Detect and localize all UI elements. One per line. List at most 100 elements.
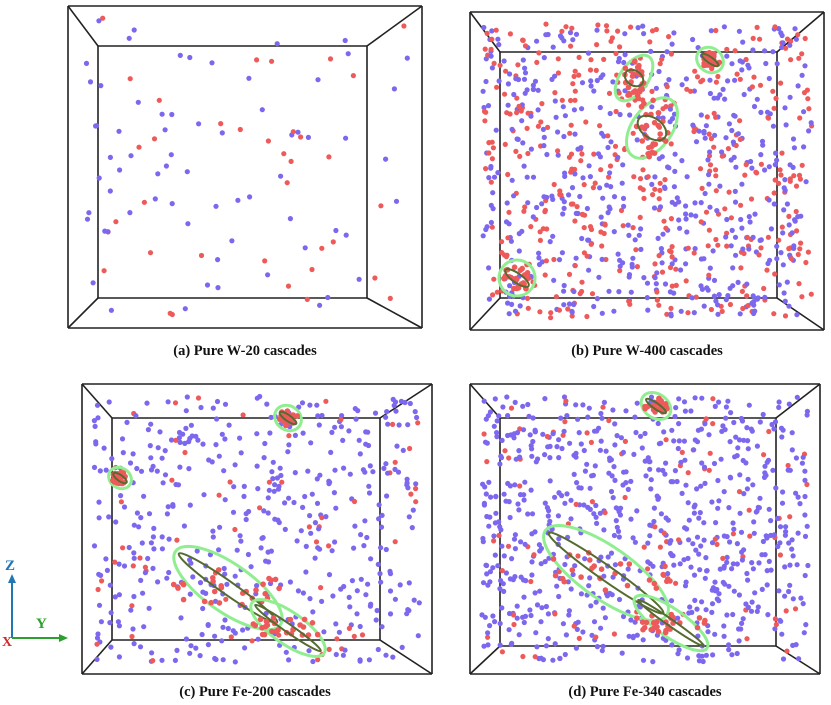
vacancy-point	[222, 617, 228, 623]
vacancy-point	[669, 41, 675, 47]
vacancy-point	[363, 592, 369, 598]
interstitial-point	[730, 531, 736, 537]
defect-points	[83, 15, 410, 318]
vacancy-point	[594, 520, 600, 526]
vacancy-point	[630, 255, 636, 261]
vacancy-point	[566, 612, 572, 618]
vacancy-point	[540, 126, 546, 132]
interstitial-point	[773, 95, 779, 101]
box-edge	[67, 297, 99, 329]
vacancy-point	[668, 550, 674, 557]
vacancy-point	[793, 490, 799, 496]
vacancy-point	[699, 395, 705, 401]
vacancy-point	[134, 510, 140, 516]
dislocation-loop	[639, 391, 673, 421]
vacancy-point	[768, 518, 774, 524]
vacancy-point	[689, 295, 695, 301]
vacancy-point	[285, 449, 291, 455]
vacancy-point	[773, 150, 779, 156]
vacancy-point	[573, 210, 579, 216]
vacancy-point	[162, 472, 169, 478]
vacancy-point	[535, 87, 541, 93]
vacancy-point	[521, 619, 527, 626]
vacancy-point	[712, 588, 719, 594]
vacancy-point	[763, 60, 769, 67]
interstitial-point	[330, 239, 336, 245]
vacancy-point	[765, 612, 771, 618]
vacancy-point	[791, 245, 797, 251]
vacancy-point	[521, 594, 527, 600]
vacancy-point	[783, 524, 789, 530]
interstitial-point	[794, 228, 800, 234]
vacancy-point	[757, 495, 763, 501]
vacancy-point	[591, 619, 598, 625]
interstitial-point	[756, 252, 762, 258]
vacancy-point	[746, 402, 752, 408]
vacancy-point	[739, 549, 745, 555]
cluster-interstitial	[650, 141, 656, 147]
vacancy-point	[557, 33, 564, 39]
interstitial-point	[351, 633, 357, 639]
interstitial-point	[773, 621, 779, 628]
vacancy-point	[314, 402, 320, 408]
vacancy-point	[145, 555, 151, 562]
vacancy-point	[485, 642, 491, 648]
vacancy-point	[543, 603, 549, 610]
vacancy-point	[323, 514, 329, 520]
vacancy-point	[800, 454, 806, 460]
vacancy-point	[802, 468, 808, 474]
vacancy-point	[605, 554, 611, 560]
vacancy-point	[719, 149, 725, 155]
vacancy-point	[598, 625, 604, 631]
vacancy-point	[800, 601, 806, 607]
vacancy-point	[661, 429, 667, 435]
vacancy-point	[160, 480, 166, 486]
interstitial-point	[481, 431, 487, 437]
vacancy-point	[795, 214, 801, 220]
cluster-interstitial	[617, 561, 624, 567]
interstitial-point	[631, 174, 637, 180]
vacancy-point	[770, 123, 776, 129]
vacancy-point	[528, 113, 534, 119]
vacancy-point	[599, 648, 605, 654]
vacancy-point	[385, 421, 391, 427]
vacancy-point	[679, 158, 685, 164]
interstitial-point	[685, 245, 691, 251]
vacancy-point	[177, 52, 183, 59]
vacancy-point	[610, 79, 616, 85]
vacancy-point	[520, 57, 526, 63]
vacancy-point	[684, 229, 690, 235]
vacancy-point	[98, 619, 104, 625]
vacancy-point	[570, 37, 576, 43]
vacancy-point	[736, 28, 742, 34]
interstitial-point	[584, 253, 590, 259]
vacancy-point	[726, 642, 732, 648]
vacancy-point	[98, 83, 104, 89]
vacancy-point	[727, 474, 733, 480]
vacancy-point	[765, 260, 771, 267]
interstitial-point	[571, 623, 577, 629]
vacancy-point	[770, 49, 776, 55]
vacancy-point	[521, 76, 528, 82]
vacancy-point	[571, 471, 577, 477]
vacancy-point	[495, 563, 501, 569]
vacancy-point	[556, 536, 562, 542]
vacancy-point	[705, 157, 711, 163]
vacancy-point	[676, 217, 682, 223]
vacancy-point	[740, 246, 746, 252]
interstitial-point	[520, 37, 526, 43]
vacancy-point	[184, 169, 190, 175]
cluster-interstitial	[639, 138, 646, 144]
interstitial-point	[351, 498, 358, 505]
interstitial-point	[668, 305, 674, 311]
vacancy-point	[559, 250, 565, 256]
interstitial-point	[556, 569, 562, 575]
interstitial-point	[654, 289, 660, 295]
cluster-interstitial	[701, 620, 708, 626]
vacancy-point	[349, 578, 355, 584]
interstitial-point	[387, 295, 393, 301]
vacancy-point	[214, 416, 220, 422]
interstitial-point	[776, 237, 782, 243]
vacancy-point	[491, 423, 497, 429]
vacancy-point	[560, 211, 566, 217]
